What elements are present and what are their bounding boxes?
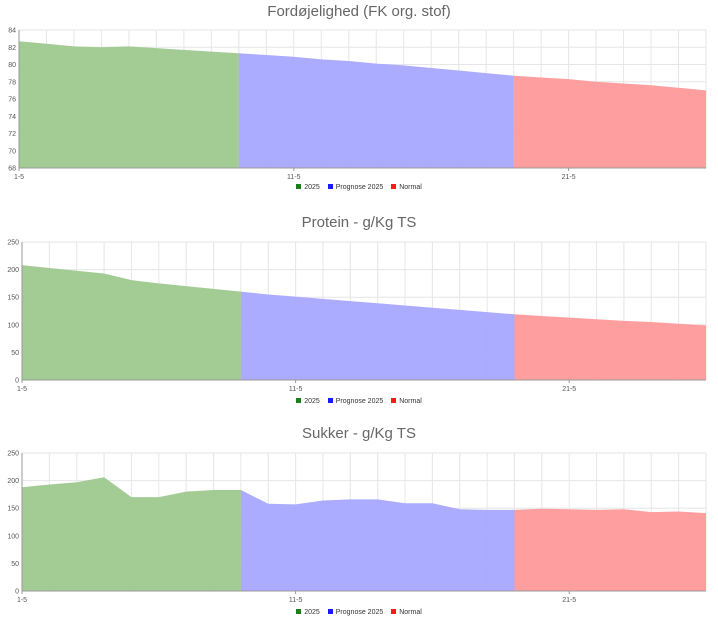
legend-swatch-icon bbox=[391, 608, 397, 614]
legend-label: Normal bbox=[399, 398, 422, 405]
legend-label: Prognose 2025 bbox=[335, 609, 384, 616]
area-series-prognose bbox=[240, 489, 515, 591]
y-tick-label: 200 bbox=[7, 267, 19, 274]
y-tick-label: 250 bbox=[7, 240, 19, 247]
legend-swatch-icon bbox=[327, 397, 333, 403]
y-tick-label: 82 bbox=[8, 45, 16, 52]
legend-item-normal[interactable]: Normal bbox=[391, 397, 422, 405]
y-tick-label: 76 bbox=[8, 97, 16, 104]
area-series-prognose bbox=[240, 291, 515, 380]
y-tick-label: 80 bbox=[8, 62, 16, 69]
y-tick-label: 78 bbox=[8, 79, 16, 86]
chart-svg-digestibility: 68 70 72 74 76 78 80 82 84 1-5 11-5 21-5 bbox=[8, 28, 707, 181]
x-tick-label: 1-5 bbox=[17, 386, 27, 393]
y-tick-label: 0 bbox=[15, 589, 19, 596]
chart-title: Fordøjelighed (FK org. stof) bbox=[267, 3, 451, 20]
legend-item-2025[interactable]: 2025 bbox=[296, 183, 320, 191]
y-tick-label: 74 bbox=[8, 114, 16, 121]
x-tick-label: 11-5 bbox=[287, 174, 301, 181]
legend-swatch-icon bbox=[327, 608, 333, 614]
legend-swatch-icon bbox=[296, 608, 302, 614]
y-tick-label: 200 bbox=[7, 478, 19, 485]
legend-swatch-icon bbox=[391, 397, 397, 403]
x-tick-label: 21-5 bbox=[562, 174, 576, 181]
area-series-normal bbox=[514, 314, 706, 380]
legend-swatch-icon bbox=[327, 183, 333, 189]
y-tick-label: 100 bbox=[7, 533, 19, 540]
x-tick-label: 11-5 bbox=[289, 597, 303, 604]
chart-svg-protein: 0 50 100 150 200 250 1-5 11-5 21-5 bbox=[7, 240, 707, 393]
x-tick-label: 1-5 bbox=[14, 174, 24, 181]
legend-item-normal[interactable]: Normal bbox=[391, 183, 422, 191]
y-tick-label: 68 bbox=[8, 166, 16, 173]
y-tick-label: 50 bbox=[11, 350, 19, 357]
y-tick-label: 100 bbox=[7, 322, 19, 329]
x-tick-label: 11-5 bbox=[289, 386, 303, 393]
legend-item-2025[interactable]: 2025 bbox=[296, 397, 320, 405]
area-series-prognose bbox=[238, 53, 514, 168]
legend-item-2025[interactable]: 2025 bbox=[296, 608, 320, 616]
legend-label: Normal bbox=[399, 609, 422, 616]
chart-legend: 2025 Prognose 2025 Normal bbox=[0, 397, 718, 405]
legend-label: Prognose 2025 bbox=[335, 398, 384, 405]
legend-label: Normal bbox=[399, 184, 422, 191]
x-tick-label: 21-5 bbox=[562, 386, 576, 393]
y-tick-label: 150 bbox=[7, 506, 19, 513]
legend-label: Prognose 2025 bbox=[335, 184, 384, 191]
legend-item-prognose[interactable]: Prognose 2025 bbox=[327, 608, 384, 616]
area-series-actual bbox=[22, 477, 241, 591]
x-tick-label: 21-5 bbox=[562, 597, 576, 604]
chart-title: Sukker - g/Kg TS bbox=[302, 425, 416, 442]
legend-swatch-icon bbox=[296, 183, 302, 189]
legend-item-prognose[interactable]: Prognose 2025 bbox=[327, 397, 384, 405]
y-tick-label: 50 bbox=[11, 561, 19, 568]
area-series-actual bbox=[22, 265, 241, 380]
y-tick-label: 70 bbox=[8, 148, 16, 155]
area-series-normal bbox=[514, 508, 706, 591]
legend-label: 2025 bbox=[304, 398, 320, 405]
area-series-actual bbox=[19, 41, 239, 168]
y-tick-label: 0 bbox=[15, 378, 19, 385]
legend-item-prognose[interactable]: Prognose 2025 bbox=[327, 183, 384, 191]
y-tick-label: 84 bbox=[8, 28, 16, 35]
y-tick-label: 150 bbox=[7, 295, 19, 302]
legend-swatch-icon bbox=[296, 397, 302, 403]
legend-label: 2025 bbox=[304, 609, 320, 616]
y-tick-label: 72 bbox=[8, 131, 16, 138]
legend-swatch-icon bbox=[391, 183, 397, 189]
chart-legend: 2025 Prognose 2025 Normal bbox=[0, 183, 718, 191]
area-series-normal bbox=[513, 75, 706, 168]
legend-item-normal[interactable]: Normal bbox=[391, 608, 422, 616]
y-tick-label: 250 bbox=[7, 451, 19, 458]
x-tick-label: 1-5 bbox=[17, 597, 27, 604]
chart-title: Protein - g/Kg TS bbox=[301, 214, 417, 231]
legend-label: 2025 bbox=[304, 184, 320, 191]
chart-legend: 2025 Prognose 2025 Normal bbox=[0, 608, 718, 616]
